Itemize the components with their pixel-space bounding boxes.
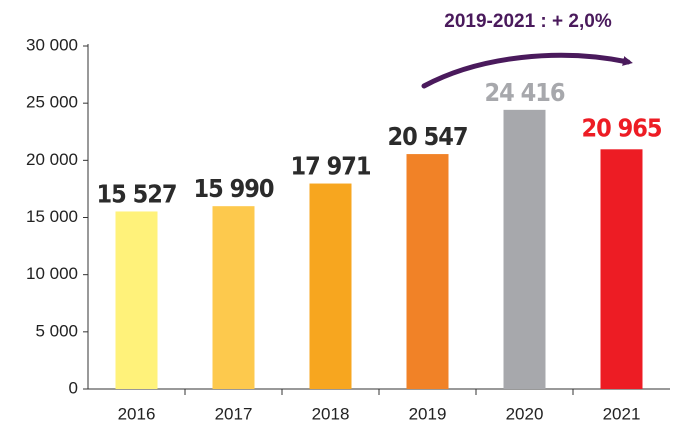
bar	[212, 206, 255, 389]
x-tick-label: 2018	[312, 404, 350, 423]
y-tick-label: 25 000	[26, 93, 78, 112]
y-tick-label: 0	[69, 378, 78, 397]
value-label: 20 547	[387, 122, 467, 151]
bar	[115, 211, 158, 389]
x-tick-label: 2017	[215, 404, 253, 423]
x-tick-label: 2021	[603, 404, 641, 423]
x-tick-label: 2016	[118, 404, 156, 423]
value-label: 15 990	[193, 174, 273, 203]
x-tick-label: 2020	[506, 404, 544, 423]
y-tick-label: 15 000	[26, 207, 78, 226]
bar	[503, 109, 546, 389]
value-label: 24 416	[484, 78, 564, 107]
y-tick-label: 30 000	[26, 35, 78, 54]
bar	[600, 149, 643, 389]
bar	[406, 154, 449, 389]
value-label: 20 965	[581, 113, 661, 142]
y-tick-label: 5 000	[35, 321, 78, 340]
bar	[309, 183, 352, 389]
trend-arrow	[421, 52, 633, 89]
annotation: 2019-2021 : + 2,0%	[444, 11, 612, 32]
x-tick-label: 2019	[409, 404, 447, 423]
value-label: 15 527	[96, 179, 176, 208]
y-tick-label: 10 000	[26, 264, 78, 283]
value-label: 17 971	[290, 152, 370, 181]
y-tick-label: 20 000	[26, 150, 78, 169]
